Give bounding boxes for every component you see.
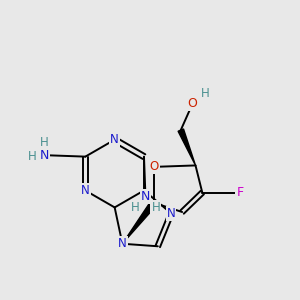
Text: H: H bbox=[201, 87, 209, 100]
Text: N: N bbox=[167, 207, 176, 220]
Text: H: H bbox=[40, 136, 49, 149]
Text: F: F bbox=[236, 186, 244, 199]
Text: O: O bbox=[188, 97, 197, 110]
Text: N: N bbox=[141, 190, 150, 203]
Text: N: N bbox=[81, 184, 90, 197]
Polygon shape bbox=[178, 129, 196, 165]
Text: H: H bbox=[131, 201, 140, 214]
Polygon shape bbox=[122, 201, 157, 244]
Text: N: N bbox=[39, 149, 49, 162]
Text: O: O bbox=[149, 160, 159, 173]
Text: N: N bbox=[118, 237, 127, 250]
Text: H: H bbox=[152, 201, 160, 214]
Text: N: N bbox=[110, 133, 119, 146]
Text: H: H bbox=[27, 150, 36, 163]
